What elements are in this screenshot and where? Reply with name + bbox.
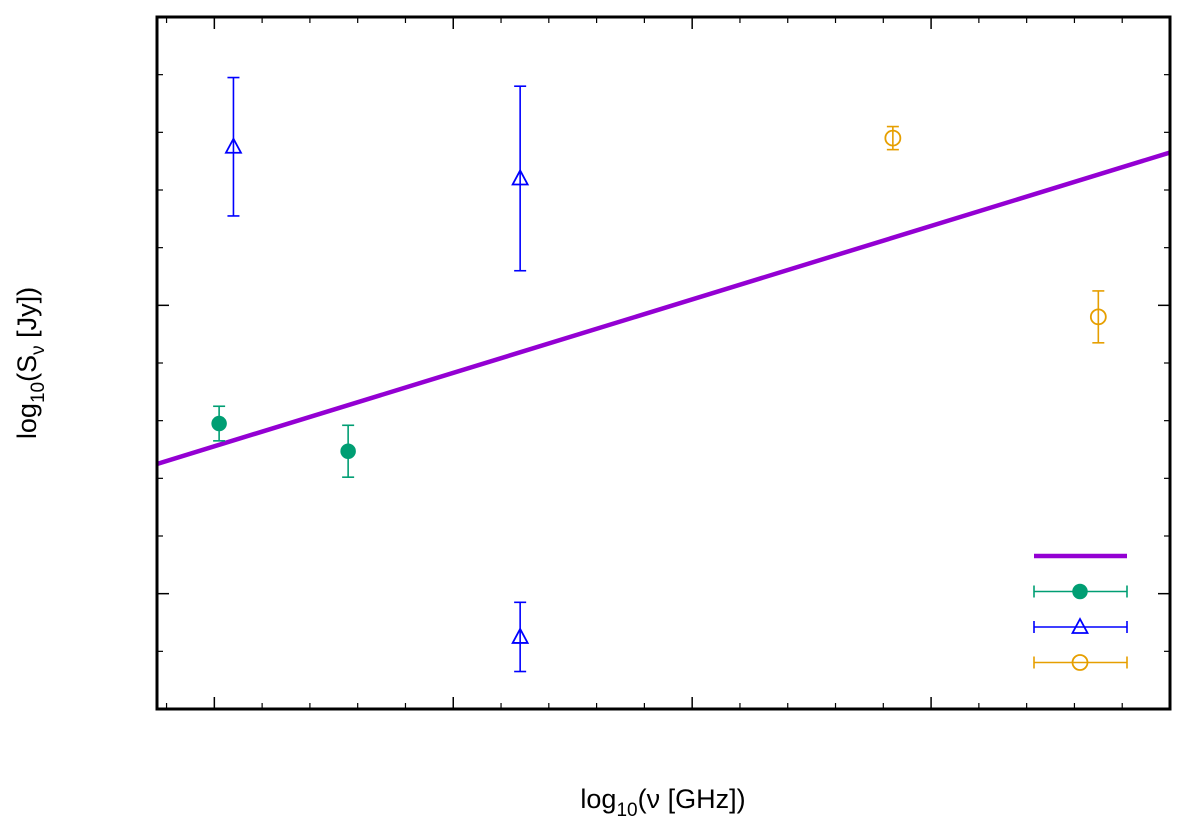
data-point-marker <box>340 443 356 459</box>
data-point-marker <box>211 415 227 432</box>
plot-frame <box>155 15 1172 711</box>
x-axis-label: log10(ν [GHz]) <box>580 784 745 819</box>
data-point-marker <box>511 168 530 186</box>
data-point-marker <box>511 627 530 644</box>
axis-ticks <box>157 16 1171 710</box>
legend <box>1033 553 1128 671</box>
data-point-marker <box>1070 617 1090 634</box>
data-point-marker <box>1071 654 1089 671</box>
data-point-marker <box>1072 583 1088 600</box>
fit-line <box>157 150 1170 467</box>
data-point-marker <box>884 129 902 147</box>
points-layer <box>211 76 1107 673</box>
y-axis-label: log10(Sν [Jy]) <box>12 287 49 439</box>
data-point-marker <box>224 136 243 154</box>
fit-layer <box>157 150 1170 467</box>
data-point-marker <box>1089 308 1107 326</box>
